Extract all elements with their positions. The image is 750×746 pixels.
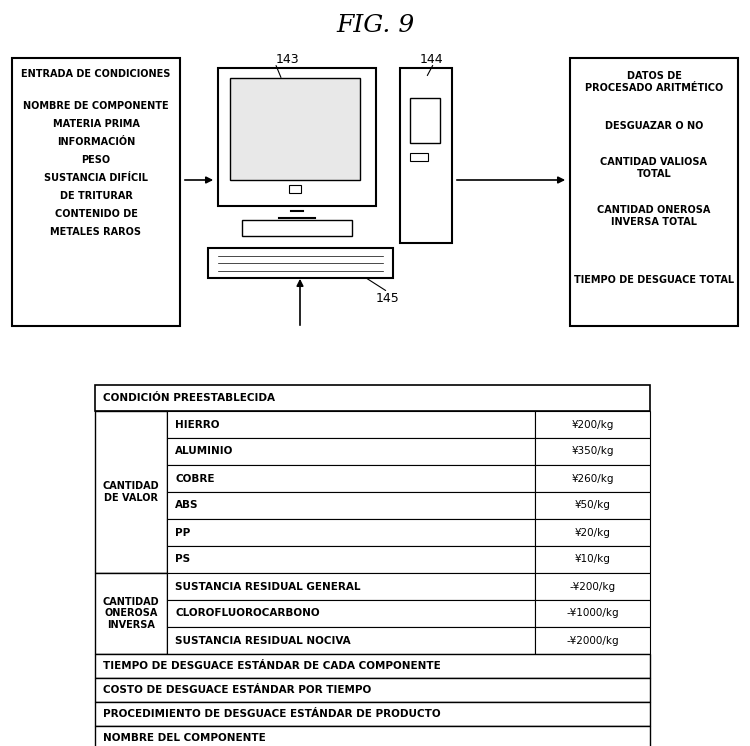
Bar xyxy=(535,627,650,654)
Bar xyxy=(535,438,650,465)
Bar xyxy=(12,58,180,326)
Text: TIEMPO DE DESGUACE ESTÁNDAR DE CADA COMPONENTE: TIEMPO DE DESGUACE ESTÁNDAR DE CADA COMP… xyxy=(103,661,441,671)
Bar xyxy=(95,411,167,573)
Bar xyxy=(167,519,535,546)
Bar xyxy=(95,385,650,411)
Text: SUSTANCIA RESIDUAL GENERAL: SUSTANCIA RESIDUAL GENERAL xyxy=(175,581,361,592)
Text: HIERRO: HIERRO xyxy=(175,419,220,430)
Bar xyxy=(400,68,452,243)
Text: PP: PP xyxy=(175,527,190,538)
Text: CLOROFLUOROCARBONO: CLOROFLUOROCARBONO xyxy=(175,609,320,618)
Text: 145: 145 xyxy=(376,292,400,304)
Text: NOMBRE DE COMPONENTE: NOMBRE DE COMPONENTE xyxy=(23,101,169,111)
Text: INFORMACIÓN: INFORMACIÓN xyxy=(57,137,135,147)
Text: -¥1000/kg: -¥1000/kg xyxy=(566,609,619,618)
Bar xyxy=(535,465,650,492)
Bar xyxy=(535,573,650,600)
Bar xyxy=(167,573,535,600)
Bar xyxy=(167,627,535,654)
Text: CONTENIDO DE: CONTENIDO DE xyxy=(55,209,137,219)
Text: CANTIDAD VALIOSA
TOTAL: CANTIDAD VALIOSA TOTAL xyxy=(601,157,707,179)
Bar xyxy=(208,248,393,278)
Text: CANTIDAD ONEROSA
INVERSA TOTAL: CANTIDAD ONEROSA INVERSA TOTAL xyxy=(597,205,711,227)
Text: PROCEDIMIENTO DE DESGUACE ESTÁNDAR DE PRODUCTO: PROCEDIMIENTO DE DESGUACE ESTÁNDAR DE PR… xyxy=(103,709,441,719)
Text: ABS: ABS xyxy=(175,501,199,510)
Text: FIG. 9: FIG. 9 xyxy=(336,13,414,37)
Text: NOMBRE DEL COMPONENTE: NOMBRE DEL COMPONENTE xyxy=(103,733,266,743)
Bar xyxy=(242,220,352,236)
Bar xyxy=(95,702,650,726)
Bar xyxy=(230,78,360,180)
Bar xyxy=(167,492,535,519)
Text: SUSTANCIA RESIDUAL NOCIVA: SUSTANCIA RESIDUAL NOCIVA xyxy=(175,636,350,645)
Bar xyxy=(95,654,650,678)
Text: ¥200/kg: ¥200/kg xyxy=(572,419,614,430)
Bar xyxy=(535,492,650,519)
Text: 143: 143 xyxy=(275,53,298,66)
Bar xyxy=(410,98,440,143)
Bar xyxy=(95,726,650,746)
Text: -¥200/kg: -¥200/kg xyxy=(569,581,616,592)
Text: CANTIDAD
DE VALOR: CANTIDAD DE VALOR xyxy=(103,481,159,503)
Text: PESO: PESO xyxy=(82,155,110,165)
Bar xyxy=(95,678,650,702)
Text: COBRE: COBRE xyxy=(175,474,214,483)
Text: ¥20/kg: ¥20/kg xyxy=(574,527,610,538)
Bar xyxy=(167,546,535,573)
Bar xyxy=(535,600,650,627)
Bar xyxy=(535,519,650,546)
Bar xyxy=(167,438,535,465)
Text: CONDICIÓN PREESTABLECIDA: CONDICIÓN PREESTABLECIDA xyxy=(103,393,275,403)
Text: -¥2000/kg: -¥2000/kg xyxy=(566,636,619,645)
Bar xyxy=(95,573,167,654)
Text: MATERIA PRIMA: MATERIA PRIMA xyxy=(53,119,140,129)
Bar xyxy=(218,68,376,206)
Text: ¥10/kg: ¥10/kg xyxy=(574,554,610,565)
Text: TIEMPO DE DESGUACE TOTAL: TIEMPO DE DESGUACE TOTAL xyxy=(574,275,734,285)
Bar xyxy=(289,185,301,193)
Text: ENTRADA DE CONDICIONES: ENTRADA DE CONDICIONES xyxy=(21,69,171,79)
Text: ¥50/kg: ¥50/kg xyxy=(574,501,610,510)
Bar xyxy=(535,546,650,573)
Text: CANTIDAD
ONEROSA
INVERSA: CANTIDAD ONEROSA INVERSA xyxy=(103,597,159,630)
Text: DATOS DE
PROCESADO ARITMÉTICO: DATOS DE PROCESADO ARITMÉTICO xyxy=(585,71,723,93)
Bar xyxy=(570,58,738,326)
Bar xyxy=(167,411,535,438)
Text: ALUMINIO: ALUMINIO xyxy=(175,447,233,457)
Bar xyxy=(410,153,428,161)
Text: DE TRITURAR: DE TRITURAR xyxy=(59,191,133,201)
Text: ¥260/kg: ¥260/kg xyxy=(572,474,614,483)
Bar xyxy=(167,600,535,627)
Text: SUSTANCIA DIFÍCIL: SUSTANCIA DIFÍCIL xyxy=(44,173,148,183)
Bar xyxy=(535,411,650,438)
Text: ¥350/kg: ¥350/kg xyxy=(572,447,614,457)
Text: METALES RAROS: METALES RAROS xyxy=(50,227,142,237)
Text: PS: PS xyxy=(175,554,190,565)
Text: 144: 144 xyxy=(419,53,442,66)
Text: DESGUAZAR O NO: DESGUAZAR O NO xyxy=(604,121,703,131)
Text: COSTO DE DESGUACE ESTÁNDAR POR TIEMPO: COSTO DE DESGUACE ESTÁNDAR POR TIEMPO xyxy=(103,685,371,695)
Bar xyxy=(167,465,535,492)
